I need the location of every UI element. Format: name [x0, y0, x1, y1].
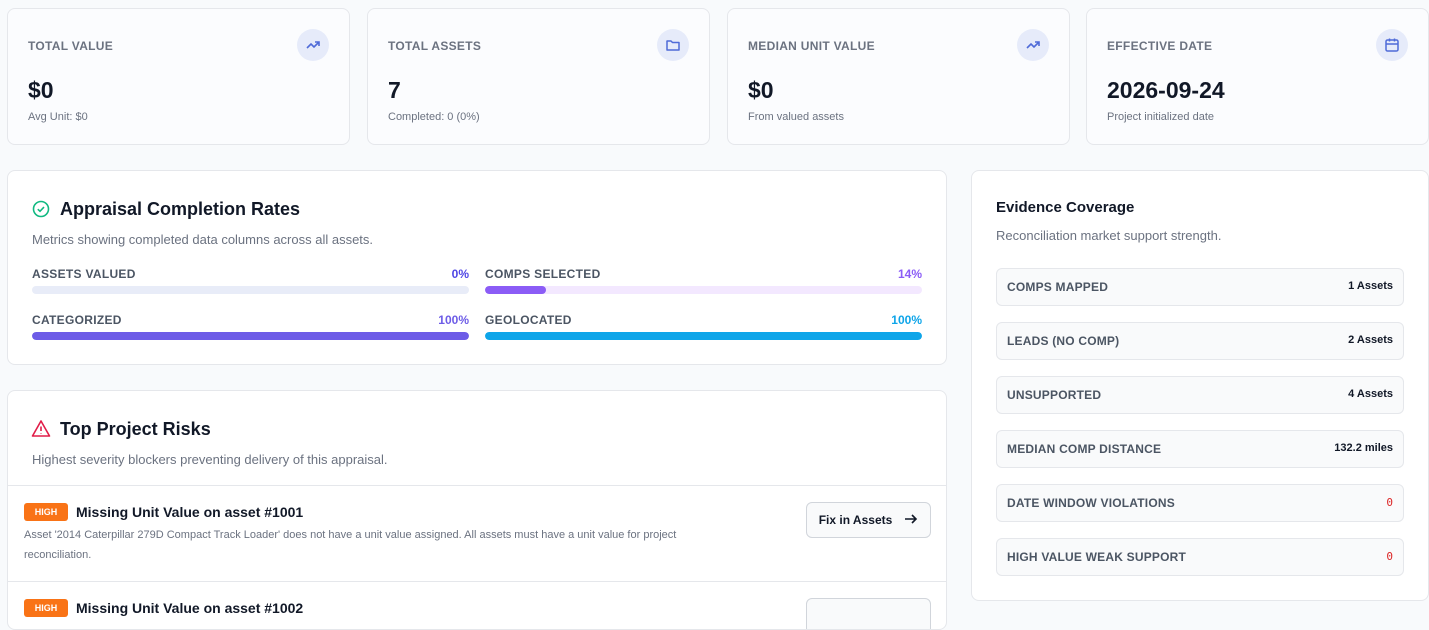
- progress-track: [32, 332, 469, 340]
- stat-value: $0: [748, 77, 774, 103]
- row-label: LEADS (NO COMP): [1007, 334, 1120, 348]
- row-label: MEDIAN COMP DISTANCE: [1007, 442, 1162, 456]
- evidence-row: COMPS MAPPED 1 Assets: [996, 268, 1404, 306]
- row-value: 2 Assets: [1348, 334, 1393, 346]
- progress-fill: [32, 332, 469, 340]
- stat-label: EFFECTIVE DATE: [1107, 39, 1213, 53]
- metric-percent: 100%: [438, 313, 469, 327]
- row-value: 132.2 miles: [1334, 442, 1393, 454]
- progress-track: [485, 332, 922, 340]
- stat-card: MEDIAN UNIT VALUE $0 From valued assets: [727, 8, 1070, 145]
- evidence-row: UNSUPPORTED 4 Assets: [996, 376, 1404, 414]
- progress-fill: [485, 286, 547, 294]
- stat-note: From valued assets: [748, 111, 844, 123]
- stat-label: MEDIAN UNIT VALUE: [748, 39, 875, 53]
- row-label: COMPS MAPPED: [1007, 280, 1109, 294]
- panel-title: Top Project Risks: [60, 419, 211, 439]
- panel-subtitle: Highest severity blockers preventing del…: [32, 452, 388, 467]
- stat-icon: [1376, 29, 1408, 61]
- fix-button[interactable]: [806, 598, 931, 629]
- row-value: 0: [1386, 496, 1393, 509]
- row-value: 0: [1386, 550, 1393, 563]
- fix-button[interactable]: Fix in Assets: [806, 502, 931, 538]
- stat-card: TOTAL ASSETS 7 Completed: 0 (0%): [367, 8, 710, 145]
- stat-note: Avg Unit: $0: [28, 111, 88, 123]
- metric-label: GEOLOCATED: [485, 313, 572, 327]
- stat-icon: [1017, 29, 1049, 61]
- button-label: Fix in Assets: [818, 513, 893, 527]
- stat-label: TOTAL ASSETS: [388, 39, 482, 53]
- evidence-row: HIGH VALUE WEAK SUPPORT 0: [996, 538, 1404, 576]
- stat-value: 2026-09-24: [1107, 77, 1225, 103]
- severity-badge: HIGH: [24, 599, 68, 617]
- divider: [8, 485, 946, 486]
- metric-percent: 14%: [897, 267, 922, 281]
- page: {"stats":[ {"label":"TOTAL VALUE","value…: [7, 8, 1429, 630]
- row-value: 1 Assets: [1348, 280, 1393, 292]
- check-icon: [32, 200, 50, 218]
- metric-percent: 0%: [451, 267, 469, 281]
- evidence-row: LEADS (NO COMP) 2 Assets: [996, 322, 1404, 360]
- metric-label: COMPS SELECTED: [485, 267, 601, 281]
- metric-label: CATEGORIZED: [32, 313, 122, 327]
- stat-label: TOTAL VALUE: [28, 39, 114, 53]
- stat-note: Completed: 0 (0%): [388, 111, 480, 123]
- icon: [1026, 41, 1040, 49]
- icon: [306, 41, 320, 49]
- stat-card: TOTAL VALUE $0 Avg Unit: $0: [7, 8, 350, 145]
- severity-badge: HIGH: [24, 503, 68, 521]
- evidence-panel: Evidence Coverage Reconciliation market …: [971, 170, 1429, 601]
- stat-value: $0: [28, 77, 54, 103]
- metric-percent: 100%: [891, 313, 922, 327]
- progress-fill: [485, 332, 922, 340]
- warning-icon: [31, 420, 51, 437]
- risk-title: Missing Unit Value on asset #1001: [76, 504, 304, 520]
- panel-title: Evidence Coverage: [996, 199, 1135, 216]
- arrow-icon: [904, 513, 918, 528]
- stat-note: Project initialized date: [1107, 111, 1215, 123]
- stat-card: EFFECTIVE DATE 2026-09-24 Project initiali…: [1086, 8, 1429, 145]
- divider: [8, 581, 946, 582]
- panel-subtitle: Reconciliation market support strength.: [996, 228, 1222, 243]
- row-label: HIGH VALUE WEAK SUPPORT: [1007, 550, 1187, 564]
- icon: [666, 40, 680, 51]
- stat-icon: [297, 29, 329, 61]
- arrow: [905, 513, 918, 524]
- progress-track: [485, 286, 922, 294]
- progress-track: [32, 286, 469, 294]
- risk-description: Asset '2014 Caterpillar 279D Compact Tra…: [24, 529, 677, 561]
- icon: [1385, 38, 1399, 52]
- panel-title: Appraisal Completion Rates: [60, 199, 301, 219]
- risk-title: Missing Unit Value on asset #1002: [76, 600, 304, 616]
- stat-value: 7: [388, 77, 401, 103]
- row-label: UNSUPPORTED: [1007, 388, 1102, 402]
- row-label: DATE WINDOW VIOLATIONS: [1007, 496, 1175, 510]
- risks-panel: Top Project Risks Highest severity block…: [7, 390, 947, 630]
- stat-icon: [657, 29, 689, 61]
- row-value: 4 Assets: [1348, 388, 1393, 400]
- evidence-row: MEDIAN COMP DISTANCE 132.2 miles: [996, 430, 1404, 468]
- panel-subtitle: Metrics showing completed data columns a…: [32, 232, 374, 247]
- evidence-row: DATE WINDOW VIOLATIONS 0: [996, 484, 1404, 522]
- metric-label: ASSETS VALUED: [32, 267, 136, 281]
- completion-panel: Appraisal Completion Rates Metrics showi…: [7, 170, 947, 365]
